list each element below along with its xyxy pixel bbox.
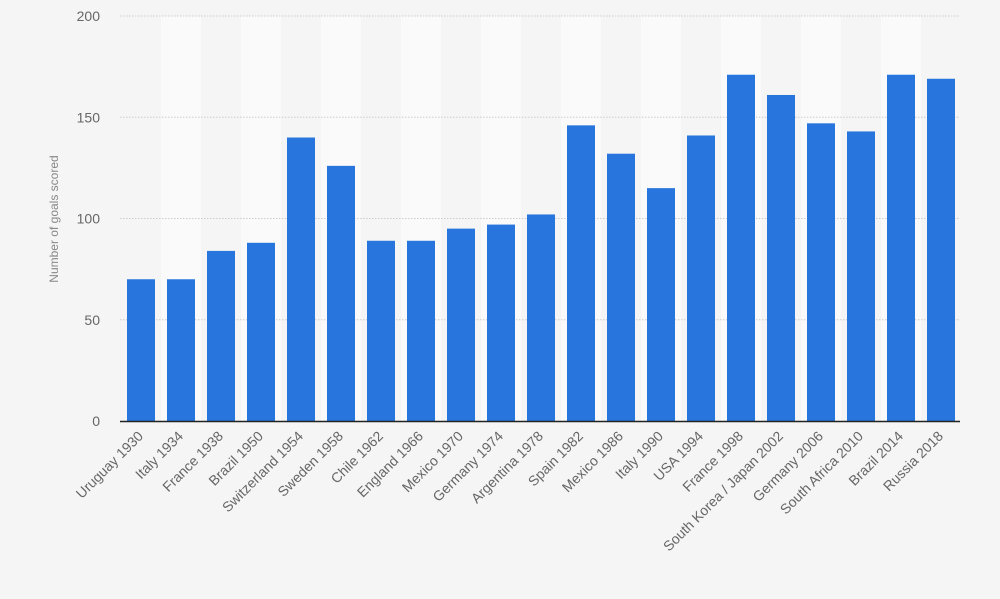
bar-italy-1934 [167, 279, 195, 421]
y-tick-label: 150 [77, 109, 101, 125]
bar-argentina-1978 [527, 214, 555, 421]
x-tick-label: Uruguay 1930 [73, 428, 147, 502]
y-tick-label: 100 [77, 211, 101, 227]
bar-brazil-2014 [887, 74, 915, 421]
x-tick-label: Germany 2006 [749, 428, 826, 505]
bar-brazil-1950 [247, 242, 275, 421]
bar-germany-2006 [807, 123, 835, 421]
x-tick-label: Germany 1974 [429, 428, 506, 505]
bar-spain-1982 [567, 125, 595, 421]
bar-south-africa-2010 [847, 131, 875, 422]
bar-russia-2018 [927, 78, 955, 422]
y-tick-label: 50 [84, 312, 100, 328]
bar-switzerland-1954 [287, 137, 315, 421]
bar-mexico-1970 [447, 228, 475, 421]
bar-germany-1974 [487, 224, 515, 421]
y-tick-label: 200 [77, 8, 101, 24]
bar-italy-1990 [647, 188, 675, 421]
y-tick-labels: 0 50 100 150 200 [77, 8, 101, 429]
y-tick-label: 0 [92, 413, 100, 429]
bars [127, 74, 955, 422]
bar-mexico-1986 [607, 153, 635, 421]
bar-england-1966 [407, 240, 435, 421]
bar-usa-1994 [687, 135, 715, 421]
y-axis-title: Number of goals scored [47, 155, 61, 282]
bar-south-korea-japan-2002 [767, 94, 795, 421]
bar-france-1998 [727, 74, 755, 421]
bar-chile-1962 [367, 240, 395, 421]
bar-uruguay-1930 [127, 279, 155, 421]
bar-france-1938 [207, 250, 235, 421]
bar-sweden-1958 [327, 165, 355, 421]
